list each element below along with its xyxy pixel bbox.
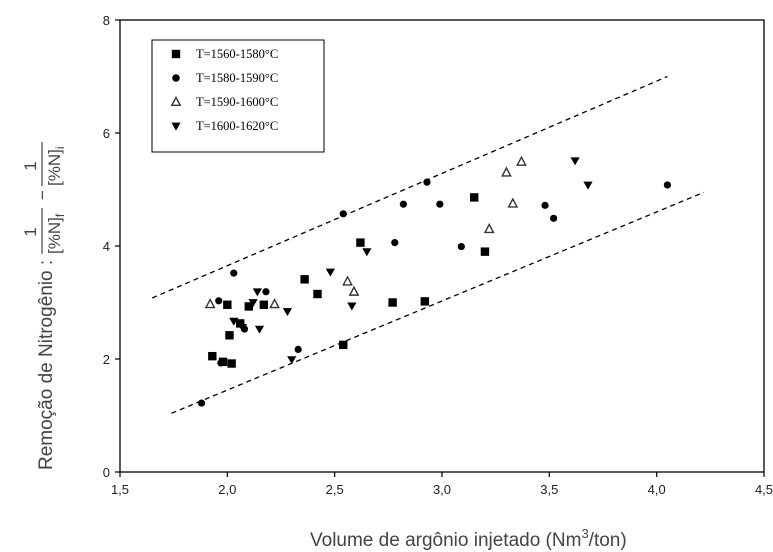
data-point-triangle-down — [237, 324, 247, 332]
data-point-square — [470, 193, 479, 202]
data-point-square — [356, 238, 365, 247]
data-point-square — [208, 351, 217, 361]
x-tick-label: 2,0 — [218, 482, 236, 497]
y-tick-label: 8 — [103, 13, 110, 28]
y-axis-title-text: Remoção de Nitrogênio : — [36, 260, 57, 470]
dashed-bound-line — [151, 75, 668, 299]
x-axis-title: Volume de argônio injetado (Nm3/ton) — [310, 526, 627, 551]
data-point-triangle-up — [342, 275, 353, 286]
data-point-circle — [339, 210, 347, 218]
legend-label: T=1600-1620°C — [196, 119, 278, 133]
y-tick-label: 6 — [103, 126, 110, 141]
data-point-square — [227, 359, 236, 368]
data-point-square — [223, 300, 232, 309]
data-point-square — [259, 300, 269, 309]
data-point-triangle-down — [282, 308, 293, 317]
data-point-triangle-down — [583, 181, 593, 190]
x-tick-label: 3,5 — [540, 482, 558, 497]
legend: T=1560-1580°C T=1580-1590°C T=1590-1600°C T… — [151, 39, 325, 153]
data-point-square — [420, 297, 430, 306]
data-point-circle — [399, 200, 407, 208]
data-point-circle — [294, 345, 302, 353]
data-point-square — [313, 289, 322, 299]
data-point-circle — [262, 288, 270, 296]
data-point-circle — [391, 239, 399, 247]
data-point-square — [339, 340, 348, 350]
x-tick-label: 1,5 — [111, 482, 129, 497]
data-point-square — [300, 275, 309, 284]
y-frac1-den: [%N]f — [45, 213, 67, 254]
data-point-triangle-up — [483, 222, 495, 234]
legend-label: T=1580-1590°C — [196, 71, 278, 85]
data-point-circle — [230, 269, 238, 277]
data-point-triangle-up — [348, 285, 360, 296]
legend-symbol-triangle-up — [170, 95, 182, 107]
legend-label: T=1590-1600°C — [196, 95, 278, 109]
data-point-triangle-up — [269, 298, 280, 309]
legend-box — [151, 39, 325, 153]
x-tick-label: 3,0 — [433, 482, 451, 497]
dashed-bound-line — [171, 191, 705, 414]
data-point-triangle-down — [254, 325, 265, 334]
legend-symbol-circle — [172, 74, 180, 82]
data-point-circle — [457, 242, 465, 251]
data-point-square — [225, 331, 234, 340]
data-point-triangle-down — [325, 268, 335, 277]
data-point-square — [480, 247, 490, 256]
data-point-circle — [423, 178, 431, 186]
data-point-circle — [663, 181, 672, 189]
data-point-circle — [550, 214, 558, 222]
x-tick-label: 2,5 — [326, 482, 344, 497]
x-tick-label: 4,5 — [755, 482, 773, 497]
y-axis-title: Remoção de Nitrogênio : 1 [%N]f − 1 [%N]… — [21, 142, 67, 470]
y-minus: − — [33, 190, 52, 200]
data-point-triangle-down — [252, 288, 263, 297]
y-tick-label: 4 — [103, 239, 110, 254]
data-point-circle — [215, 297, 223, 305]
x-tick-label: 4,0 — [648, 482, 666, 497]
data-point-triangle-up — [501, 166, 512, 177]
data-point-circle — [436, 200, 444, 208]
data-point-square — [244, 302, 253, 311]
data-point-triangle-down — [229, 317, 239, 326]
data-point-triangle-up — [507, 197, 519, 208]
data-point-circle — [197, 399, 206, 407]
data-point-triangle-up — [204, 298, 216, 309]
reference-lines — [151, 75, 705, 414]
axis-ticks: 1,5 2,0 2,5 3,0 3,5 4,0 4,5 0 2 4 6 8 — [103, 13, 773, 497]
data-point-triangle-down — [347, 302, 357, 311]
data-point-square — [236, 319, 245, 328]
data-point-square — [388, 298, 397, 307]
y-tick-label: 0 — [103, 465, 110, 480]
y-frac2-num: 1 — [21, 161, 40, 170]
legend-symbol-square — [171, 49, 181, 59]
legend-symbol-triangle-down — [171, 122, 181, 131]
data-point-triangle-down — [362, 248, 372, 257]
data-points — [197, 155, 672, 407]
legend-label: T=1560-1580°C — [196, 47, 278, 61]
y-tick-label: 2 — [103, 352, 110, 367]
y-frac1-num: 1 — [21, 227, 40, 236]
data-point-circle — [217, 359, 225, 367]
data-point-triangle-down — [287, 356, 297, 365]
data-point-triangle-down — [570, 157, 580, 166]
data-point-triangle-up — [516, 155, 527, 166]
data-point-triangle-down — [248, 299, 258, 308]
data-point-circle — [541, 201, 549, 209]
y-frac2-den: [%N]i — [45, 146, 67, 186]
